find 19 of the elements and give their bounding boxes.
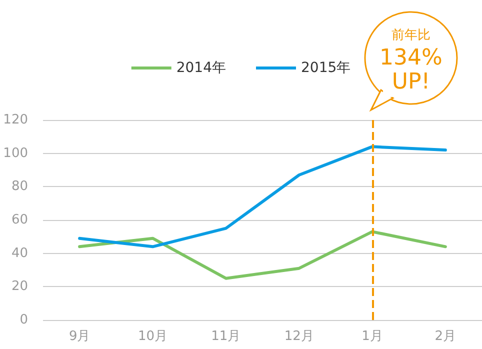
x-tick-label: 9月 (68, 329, 90, 344)
x-tick-label: 11月 (211, 329, 241, 344)
y-tick-label: 0 (20, 312, 28, 328)
y-tick-label: 100 (3, 146, 28, 161)
text: 前年比 (392, 28, 430, 43)
y-tick-label: 120 (3, 112, 28, 128)
x-tick-label: 2月 (434, 329, 456, 344)
y-tick-label: 40 (11, 246, 28, 261)
legend-label: 2015年 (301, 60, 351, 76)
text: 134% UP! (380, 46, 442, 94)
x-tick-label: 12月 (284, 329, 314, 344)
line-series (78, 145, 447, 248)
legend-label: 2014年 (176, 60, 226, 76)
line-series (78, 230, 447, 280)
x-tick-label: 1月 (362, 329, 383, 344)
x-tick-label: 10月 (138, 329, 168, 344)
y-tick-label: 80 (11, 179, 28, 194)
y-tick-label: 20 (11, 279, 28, 294)
y-tick-label: 60 (11, 212, 28, 228)
